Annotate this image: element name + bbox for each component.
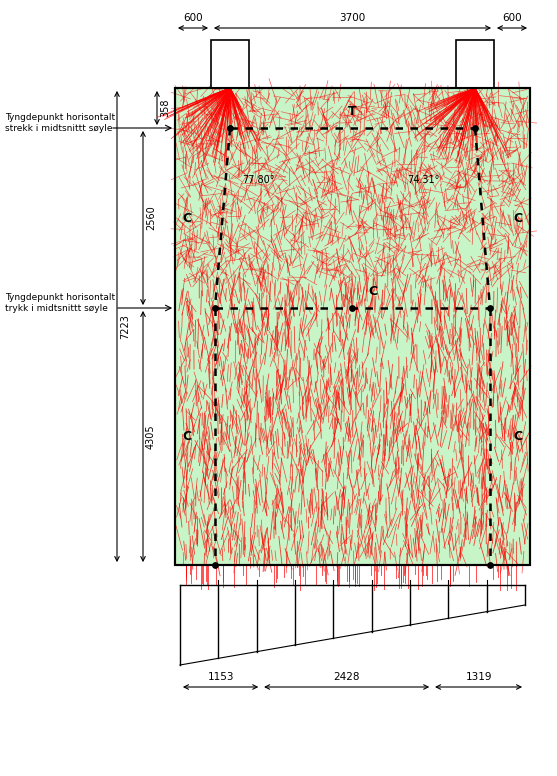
Text: 3700: 3700 [339,13,365,23]
Text: 74.31°: 74.31° [407,175,439,185]
Bar [456,40,494,88]
Point [471,122,480,134]
Bar [175,88,530,565]
Text: 2428: 2428 [334,672,360,682]
Point [211,302,219,314]
Text: Tyngdepunkt horisontalt
trykk i midtsnittt søyle: Tyngdepunkt horisontalt trykk i midtsnit… [5,293,115,313]
Text: C: C [514,430,522,443]
Text: C: C [514,212,522,224]
Point [348,302,356,314]
Text: 2560: 2560 [146,206,156,230]
Text: 77.80°: 77.80° [242,175,275,185]
Text: 4305: 4305 [146,424,156,449]
Text: 1319: 1319 [465,672,492,682]
Bar [175,88,530,565]
Text: 1153: 1153 [207,672,234,682]
Point [486,302,495,314]
Bar [211,40,249,88]
Text: 358: 358 [160,99,170,117]
Point [486,559,495,571]
Text: C: C [368,285,377,298]
Point [226,122,234,134]
Text: 600: 600 [502,13,522,23]
Text: C: C [183,212,192,224]
Text: T: T [348,105,357,118]
Text: 600: 600 [183,13,203,23]
Text: C: C [183,430,192,443]
Text: Tyngdepunkt horisontalt
strekk i midtsnittt søyle: Tyngdepunkt horisontalt strekk i midtsni… [5,113,115,133]
Point [211,559,219,571]
Text: 7223: 7223 [120,314,130,339]
